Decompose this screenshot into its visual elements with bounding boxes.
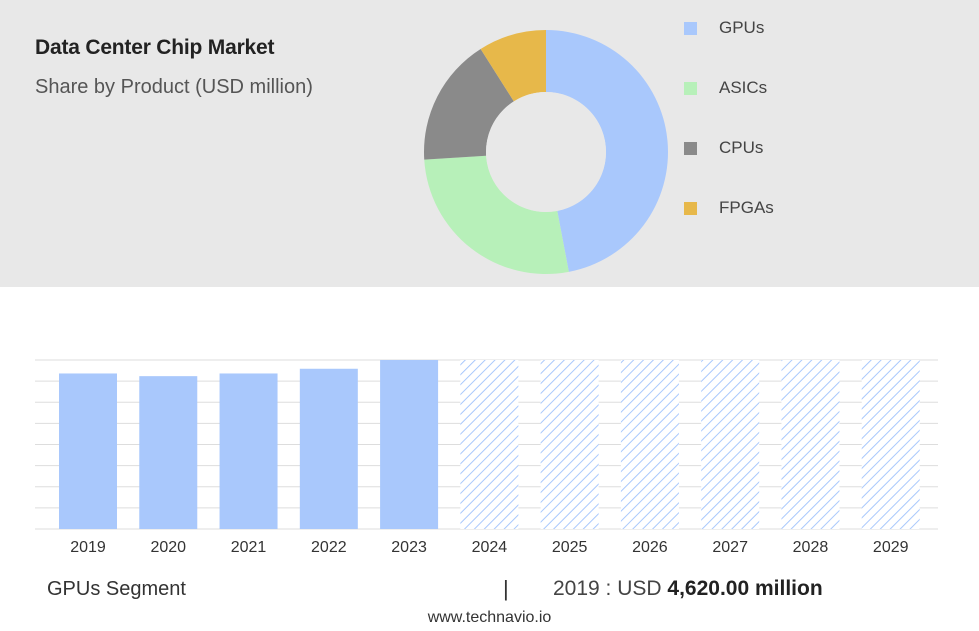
donut-hole xyxy=(486,92,606,212)
forecast-bar-2026 xyxy=(620,360,679,529)
x-tick-label-2021: 2021 xyxy=(231,539,267,556)
legend-item-cpus: CPUs xyxy=(684,136,834,160)
x-tick-label-2029: 2029 xyxy=(873,539,909,556)
segment-label: GPUs Segment xyxy=(47,578,186,600)
bar-2022 xyxy=(299,368,358,529)
donut-slice-fpgas xyxy=(480,30,546,102)
x-tick-label-2026: 2026 xyxy=(632,539,668,556)
forecast-bar-2025 xyxy=(540,360,599,529)
donut-slice-gpus xyxy=(546,30,668,272)
legend-item-asics: ASICs xyxy=(684,76,834,100)
legend-swatch-fpgas xyxy=(684,201,697,215)
legend-label-cpus: CPUs xyxy=(719,138,764,157)
bar-2023 xyxy=(380,360,439,529)
forecast-bar-2029 xyxy=(861,360,920,529)
readout-value: 4,620.00 million xyxy=(667,577,823,600)
donut-slice-asics xyxy=(424,155,569,274)
bar-2021 xyxy=(219,373,278,529)
readout-year: 2019 : USD xyxy=(553,577,662,600)
x-tick-label-2019: 2019 xyxy=(70,539,106,556)
legend-label-asics: ASICs xyxy=(719,78,768,97)
legend-swatch-gpus xyxy=(684,21,697,35)
chart-subtitle: Share by Product (USD million) xyxy=(35,76,313,98)
legend-label-fpgas: FPGAs xyxy=(719,198,774,217)
forecast-bar-2028 xyxy=(781,360,840,529)
x-tick-label-2022: 2022 xyxy=(311,539,347,556)
x-tick-label-2025: 2025 xyxy=(552,539,588,556)
forecast-bar-2024 xyxy=(460,360,519,529)
value-readout: 2019 : USD 4,620.00 million xyxy=(553,577,823,601)
x-tick-label-2028: 2028 xyxy=(793,539,829,556)
separator: | xyxy=(503,576,509,601)
x-tick-label-2024: 2024 xyxy=(472,539,508,556)
x-tick-label-2023: 2023 xyxy=(391,539,427,556)
chart-title: Data Center Chip Market xyxy=(35,36,275,59)
bar-chart: 2019 2020 2021 2022 2023 2024 2025 2026 2027 2028… xyxy=(35,359,938,556)
legend-label-gpus: GPUs xyxy=(719,18,765,37)
bar-2020 xyxy=(139,376,198,529)
legend-item-gpus: GPUs xyxy=(684,16,834,40)
bar-2019 xyxy=(59,373,117,529)
forecast-bar-2027 xyxy=(701,360,760,529)
legend-swatch-cpus xyxy=(684,141,697,155)
donut-chart xyxy=(424,30,668,274)
donut-slice-cpus xyxy=(424,48,514,160)
legend-swatch-asics xyxy=(684,81,697,95)
x-tick-label-2020: 2020 xyxy=(150,539,186,556)
source-link[interactable]: www.technavio.io xyxy=(427,609,552,626)
legend-item-fpgas: FPGAs xyxy=(684,196,834,220)
x-tick-label-2027: 2027 xyxy=(712,539,748,556)
